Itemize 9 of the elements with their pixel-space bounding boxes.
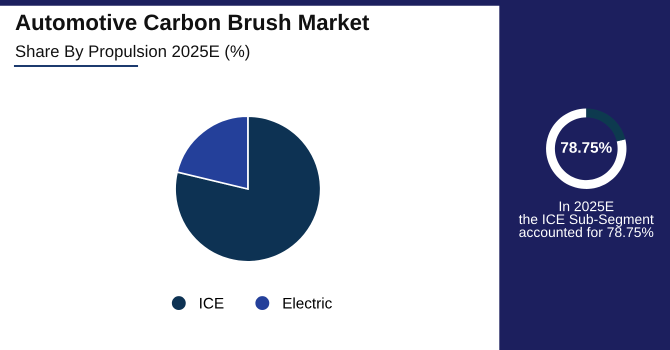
donut-slice	[546, 108, 626, 189]
pie-slice	[174, 115, 322, 263]
legend-label: ICE	[200, 298, 224, 309]
chart-subtitle: Share By Propulsion 2025E (%)	[16, 44, 250, 60]
donut-slice	[586, 108, 626, 142]
legend-label: Electric	[283, 297, 332, 309]
chart-title: Automotive Carbon Brush Market	[16, 14, 370, 30]
text: 78.75%	[561, 142, 612, 153]
text: In 2025E the ICE Sub-Segment accounted for 78.75%	[518, 201, 654, 238]
